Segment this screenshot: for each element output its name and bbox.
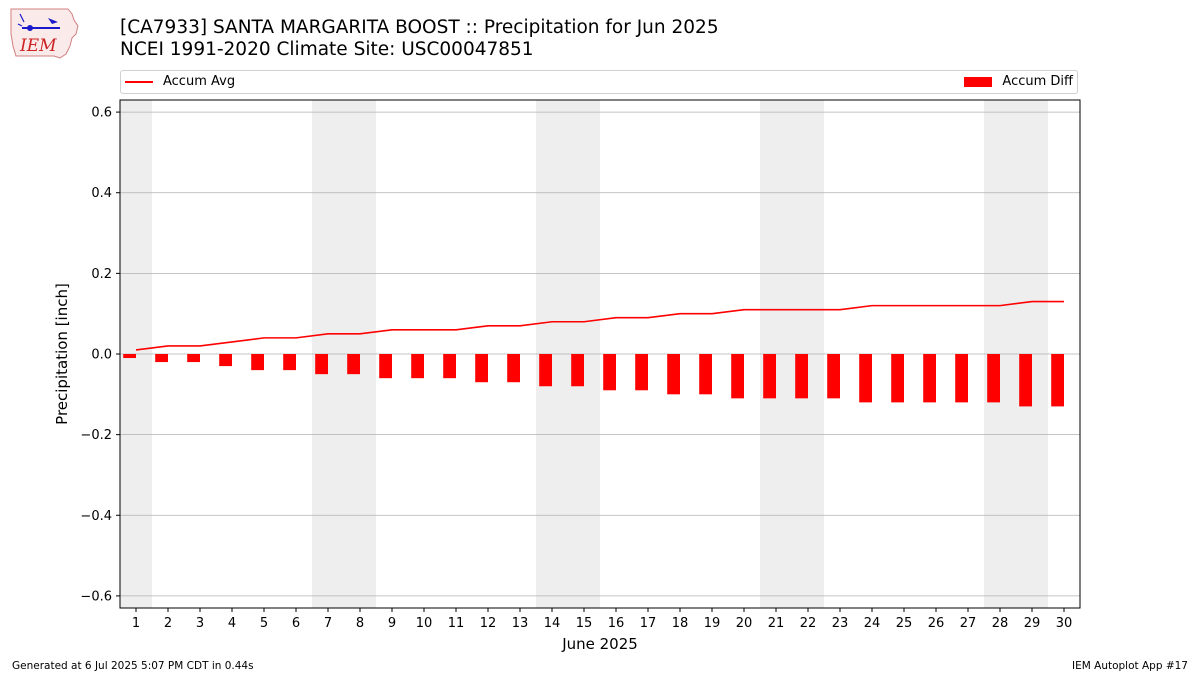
- bar-accum-diff: [891, 354, 904, 403]
- line-accum-avg: [135, 300, 1064, 351]
- bar-accum-diff: [1019, 354, 1032, 407]
- x-axis-label: June 2025: [561, 635, 638, 653]
- x-tick-label: 16: [608, 616, 625, 631]
- bar-accum-diff: [539, 354, 552, 387]
- y-tick-label: 0.2: [91, 267, 112, 282]
- bar-accum-diff: [763, 354, 776, 399]
- bar-accum-diff: [251, 354, 264, 371]
- x-tick-label: 20: [736, 616, 753, 631]
- bar-accum-diff: [507, 354, 520, 383]
- x-tick-label: 30: [1056, 616, 1073, 631]
- y-tick-label: −0.4: [80, 509, 112, 524]
- x-tick-label: 29: [1024, 616, 1041, 631]
- x-tick-label: 18: [672, 616, 689, 631]
- y-tick-label: 0.6: [91, 106, 112, 121]
- x-tick-label: 4: [228, 616, 236, 631]
- x-tick-label: 7: [324, 616, 332, 631]
- x-tick-label: 19: [704, 616, 721, 631]
- bar-accum-diff: [379, 354, 392, 379]
- x-tick-label: 21: [768, 616, 785, 631]
- bar-accum-diff: [571, 354, 584, 387]
- x-tick-label: 25: [896, 616, 913, 631]
- bar-accum-diff: [411, 354, 424, 379]
- x-tick-label: 5: [260, 616, 268, 631]
- x-tick-label: 8: [356, 616, 364, 631]
- x-tick-label: 13: [512, 616, 529, 631]
- bar-accum-diff: [795, 354, 808, 399]
- bar-accum-diff: [123, 354, 136, 359]
- bar-accum-diff: [859, 354, 872, 403]
- x-tick-label: 27: [960, 616, 977, 631]
- bar-accum-diff: [315, 354, 328, 375]
- x-tick-label: 10: [416, 616, 433, 631]
- bar-accum-diff: [603, 354, 616, 391]
- bar-accum-diff: [699, 354, 712, 395]
- bar-accum-diff: [635, 354, 648, 391]
- x-tick-label: 6: [292, 616, 300, 631]
- bar-accum-diff: [443, 354, 456, 379]
- x-tick-label: 11: [448, 616, 465, 631]
- chart-title: [CA7933] SANTA MARGARITA BOOST :: Precip…: [120, 17, 719, 38]
- bar-accum-diff: [187, 354, 200, 363]
- x-tick-label: 1: [132, 616, 140, 631]
- x-tick-label: 23: [832, 616, 849, 631]
- legend-item-accum-diff: Accum Diff: [964, 74, 1073, 89]
- bar-accum-diff: [731, 354, 744, 399]
- x-tick-label: 14: [544, 616, 561, 631]
- x-tick-label: 17: [640, 616, 657, 631]
- x-tick-label: 2: [164, 616, 172, 631]
- legend-line-swatch: [125, 80, 153, 83]
- x-tick-label: 12: [480, 616, 497, 631]
- bar-accum-diff: [283, 354, 296, 371]
- generated-note: Generated at 6 Jul 2025 5:07 PM CDT in 0…: [12, 660, 254, 672]
- y-tick-label: −0.6: [80, 589, 112, 604]
- app-credit: IEM Autoplot App #17: [1072, 660, 1188, 672]
- bar-accum-diff: [667, 354, 680, 395]
- bar-accum-diff: [987, 354, 1000, 403]
- legend-label-accum-diff: Accum Diff: [1002, 74, 1073, 89]
- legend-item-accum-avg: Accum Avg: [125, 74, 235, 89]
- y-axis-label: Precipitation [inch]: [53, 283, 71, 425]
- x-tick-label: 24: [864, 616, 881, 631]
- iowa-outline-icon: [10, 8, 79, 59]
- bar-accum-diff: [827, 354, 840, 399]
- x-tick-label: 9: [388, 616, 396, 631]
- bar-accum-diff: [923, 354, 936, 403]
- logo-text: IEM: [19, 36, 57, 56]
- legend: Accum Avg Accum Diff: [120, 70, 1078, 94]
- x-tick-label: 26: [928, 616, 945, 631]
- bar-accum-diff: [955, 354, 968, 403]
- y-tick-label: 0.4: [91, 186, 112, 201]
- bar-accum-diff: [347, 354, 360, 375]
- bar-accum-diff: [1051, 354, 1064, 407]
- x-tick-label: 15: [576, 616, 593, 631]
- bar-accum-diff: [155, 354, 168, 363]
- legend-label-accum-avg: Accum Avg: [163, 74, 236, 89]
- bar-accum-diff: [219, 354, 232, 367]
- y-tick-label: −0.2: [80, 428, 112, 443]
- bar-accum-diff: [475, 354, 488, 383]
- x-tick-label: 22: [800, 616, 817, 631]
- y-tick-label: 0.0: [91, 348, 112, 363]
- x-tick-label: 28: [992, 616, 1009, 631]
- iem-logo: IEM: [10, 8, 79, 59]
- legend-bar-swatch: [964, 76, 993, 87]
- x-tick-label: 3: [196, 616, 204, 631]
- chart-subtitle: NCEI 1991-2020 Climate Site: USC00047851: [120, 39, 534, 60]
